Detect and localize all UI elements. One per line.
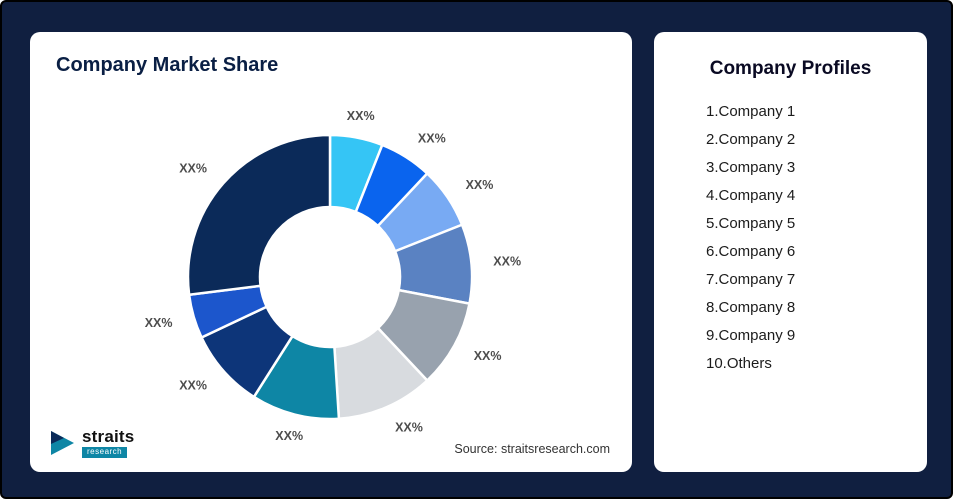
company-profiles-card: Company Profiles 1.Company 1 2.Company 2 3… — [654, 32, 927, 472]
company-list-item: 4.Company 4 — [706, 187, 796, 204]
straits-logo-icon — [51, 431, 74, 455]
company-list-item: 8.Company 8 — [706, 299, 796, 316]
company-list-item: 2.Company 2 — [706, 131, 796, 148]
slice-label-7: XX% — [275, 429, 303, 443]
company-list: 1.Company 1 2.Company 2 3.Company 3 4.Compa… — [706, 98, 927, 378]
chart-title: Company Market Share — [56, 54, 279, 76]
company-list-item: 10.Others — [706, 355, 772, 372]
company-list-item: 1.Company 1 — [706, 103, 796, 120]
slice-label-10: XX% — [179, 162, 207, 176]
company-list-item: 7.Company 7 — [706, 271, 796, 288]
profiles-title: Company Profiles — [709, 58, 872, 79]
company-list-item: 5.Company 5 — [706, 215, 796, 232]
slice-label-3: XX% — [466, 178, 494, 192]
donut-chart: XX% XX% XX% XX% XX% XX% XX% XX% XX% XX% — [145, 109, 521, 443]
source-note: Source: straitsresearch.com — [454, 442, 610, 456]
slice-label-9: XX% — [145, 316, 173, 330]
slice-label-5: XX% — [474, 349, 502, 363]
donut-segment-10 — [186, 133, 332, 297]
straits-research-logo: straits research — [50, 428, 134, 458]
logo-name: straits — [82, 427, 135, 446]
slice-label-8: XX% — [179, 379, 207, 393]
market-share-card: Company Market Share XX% XX% XX% XX% XX% XX% X… — [30, 32, 632, 472]
slice-label-4: XX% — [493, 255, 521, 269]
slice-label-2: XX% — [418, 132, 446, 146]
company-list-item: 3.Company 3 — [706, 159, 796, 176]
slice-label-6: XX% — [395, 421, 423, 435]
logo-text: straits research — [82, 428, 134, 458]
logo-subtitle: research — [82, 447, 128, 458]
company-list-item: 6.Company 6 — [706, 243, 796, 260]
company-list-item: 9.Company 9 — [706, 327, 796, 344]
slice-label-1: XX% — [347, 109, 375, 123]
